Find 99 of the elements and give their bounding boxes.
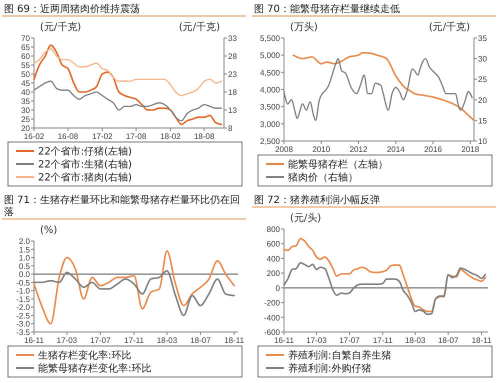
y-tick-label: 0.0: [18, 270, 31, 280]
legend-label: 22个省市:猪肉(右轴): [38, 172, 132, 184]
x-tick-label: 2014: [386, 145, 406, 154]
y2-tick-label: 28: [228, 52, 238, 61]
x-tick-label: 2010: [312, 145, 331, 154]
y-tick-label: 4,000: [260, 86, 281, 94]
x-tick-label: 18-03: [404, 336, 426, 345]
x-tick-label: 2018: [461, 145, 480, 154]
x-tick-label: 2016: [424, 145, 442, 154]
y-tick-label: 25: [21, 115, 31, 124]
y-tick-label: -200: [264, 298, 281, 308]
y-tick-label: 5,500: [260, 34, 281, 43]
y-tick-label: 20: [21, 124, 31, 133]
y2-tick-label: 25: [478, 75, 488, 84]
y2-axis-title: (元/千克): [178, 21, 220, 33]
x-tick-label: 18-11: [472, 336, 492, 345]
x-tick-label: 2008: [275, 145, 294, 154]
y2-tick-label: 23: [228, 70, 238, 79]
line-series: [33, 250, 235, 325]
x-tick-label: 17-07: [90, 336, 112, 345]
x-tick-label: 18-11: [224, 336, 245, 345]
x-tick-label: 17-11: [372, 336, 394, 345]
chart-title: 图 71：生猪存栏量环比和能繁母猪存栏量环比仍在回落: [4, 194, 240, 218]
x-tick-label: 17-02: [92, 132, 114, 141]
y-axis-title: (万头): [290, 21, 318, 33]
y-tick-label: 0: [276, 284, 281, 293]
y-tick-label: 70: [21, 34, 31, 43]
y-tick-label: 50: [21, 70, 31, 79]
y-tick-label: 1.5: [18, 245, 31, 254]
x-tick-label: 16-08: [58, 132, 79, 141]
y-tick-label: 3,000: [260, 120, 281, 129]
x-tick-label: 16-02: [24, 132, 45, 141]
x-tick-label: 2012: [350, 145, 368, 154]
legend-label: 能繁母猪存栏（左轴）: [288, 158, 388, 170]
y-tick-label: 200: [266, 269, 281, 278]
y-axis-title: (元/千克): [40, 21, 82, 33]
x-tick-label: 17-07: [339, 336, 360, 345]
y-tick-label: 40: [21, 88, 31, 97]
y2-tick-label: 15: [478, 116, 488, 126]
y-tick-label: -0.5: [16, 278, 31, 288]
line-series: [33, 44, 222, 126]
y-axis-title: (%): [40, 225, 58, 236]
x-tick-label: 18-02: [160, 132, 182, 141]
y-tick-label: 600: [266, 240, 281, 249]
y-tick-label: 2,500: [260, 137, 281, 146]
y2-tick-label: 10: [478, 137, 488, 146]
legend-label: 猪肉价（右轴）: [288, 172, 358, 184]
legend-label: 能繁母猪存栏变化率:环比: [38, 362, 152, 374]
x-tick-label: 17-03: [306, 336, 328, 345]
y-tick-label: 60: [21, 52, 31, 61]
y-tick-label: -3.5: [16, 328, 31, 337]
y2-tick-label: 8: [228, 124, 233, 133]
x-tick-label: 16-11: [274, 336, 294, 345]
y-tick-label: 5,000: [260, 51, 281, 60]
y-tick-label: -600: [264, 328, 281, 337]
y-tick-label: 1.0: [18, 254, 31, 263]
legend-label: 生猪存栏变化率:环比: [38, 350, 132, 362]
y-tick-label: 35: [21, 97, 31, 106]
x-tick-label: 17-08: [126, 132, 147, 141]
y-tick-label: -2.0: [16, 303, 31, 312]
y2-tick-label: 20: [478, 96, 488, 105]
y2-axis-title: (元/千克): [428, 21, 470, 33]
y-tick-label: 2.0: [18, 237, 31, 246]
line-series: [33, 48, 222, 96]
line-series: [283, 238, 486, 312]
chart-title: 图 70：能繁母猪存栏量继续走低: [254, 3, 400, 15]
y2-tick-label: 30: [478, 54, 488, 64]
y-tick-label: 55: [21, 61, 31, 70]
x-tick-label: 18-08: [194, 132, 215, 141]
y-tick-label: 30: [21, 106, 31, 115]
y-tick-label: -2.5: [16, 311, 31, 320]
y-tick-label: 45: [21, 79, 31, 88]
legend-label: 22个省市:生猪(右轴): [38, 158, 132, 170]
y-axis-title: (元/头): [290, 212, 322, 224]
x-tick-label: 18-03: [156, 336, 178, 345]
legend-label: 养殖利润:外购仔猪: [288, 362, 372, 374]
y2-tick-label: 33: [228, 34, 238, 43]
y-tick-label: -3.0: [16, 320, 31, 329]
x-tick-label: 17-11: [124, 336, 145, 345]
x-tick-label: 16-11: [24, 336, 44, 345]
y-tick-label: 800: [266, 225, 281, 234]
y-tick-label: -1.5: [16, 294, 31, 304]
y-tick-label: 4,500: [260, 68, 281, 78]
y-tick-label: 0.5: [18, 262, 31, 271]
y2-tick-label: 13: [228, 106, 238, 115]
y-tick-label: 400: [266, 254, 281, 264]
y2-tick-label: 18: [228, 88, 238, 97]
x-tick-label: 18-07: [190, 336, 212, 345]
y-tick-label: 65: [21, 43, 31, 52]
legend-label: 22个省市:仔猪(左轴): [38, 146, 132, 158]
y-tick-label: -400: [264, 313, 281, 322]
x-tick-label: 18-07: [438, 336, 460, 345]
y-tick-label: 3,500: [260, 102, 281, 112]
y-tick-label: -1.0: [16, 286, 31, 296]
legend-label: 养殖利润:自繁自养生猪: [288, 350, 392, 362]
x-tick-label: 17-03: [56, 336, 78, 345]
chart-title: 图 69：近两周猪肉价维持震荡: [4, 3, 140, 15]
y2-tick-label: 35: [478, 34, 488, 43]
chart-title: 图 72：猪养殖利润小幅反弹: [254, 194, 380, 206]
